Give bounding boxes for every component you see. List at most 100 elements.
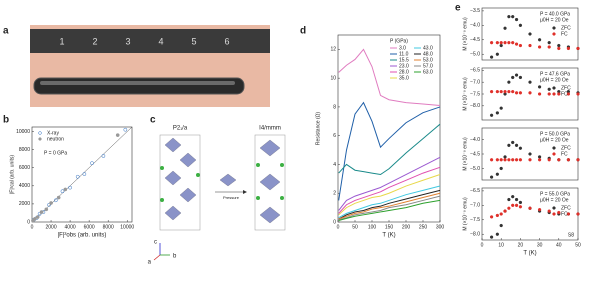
point: [56, 195, 61, 200]
atom: [160, 198, 164, 202]
point: [39, 210, 44, 214]
y-tick-label: −4.5: [470, 37, 480, 43]
y-tick-label: 8: [333, 104, 336, 110]
point: [576, 212, 580, 216]
point: [518, 75, 523, 80]
octahedron: [259, 206, 281, 224]
y-tick-label: 2000: [19, 201, 30, 207]
ruler-number: 1: [59, 36, 64, 46]
point: [514, 203, 519, 207]
point: [528, 206, 532, 210]
legend-label: ZFC: [561, 25, 571, 31]
legend-label: 63.0: [423, 69, 433, 75]
y-tick-label: 10000: [16, 129, 30, 135]
point: [514, 197, 519, 202]
point: [537, 38, 542, 42]
octahedron: [259, 173, 281, 191]
y-tick-label: −4.0: [470, 23, 480, 29]
point: [576, 158, 580, 162]
point: [489, 55, 494, 59]
point: [528, 80, 532, 84]
point: [518, 43, 523, 48]
photo: [30, 25, 270, 107]
y-tick-label: −5.0: [470, 166, 480, 172]
point: [499, 43, 503, 48]
annotation: μ0H = 20 Oe: [540, 77, 569, 83]
x-tick-label: 200: [402, 224, 411, 230]
axis-label: b: [173, 254, 177, 260]
point: [495, 41, 500, 45]
series-line: [338, 123, 441, 176]
y-tick-label: −8.0: [470, 232, 480, 238]
annotation: μ0H = 20 Oe: [540, 17, 569, 23]
legend-swatch: [38, 137, 42, 141]
y-tick-label: −4.5: [470, 151, 480, 157]
y-tick-label: −7.0: [470, 80, 480, 86]
ruler-number: 4: [158, 36, 163, 46]
ruler: [30, 29, 270, 53]
point: [49, 201, 53, 205]
point: [566, 46, 571, 51]
point: [499, 106, 503, 110]
point: [528, 43, 532, 48]
x-tick-label: 20: [518, 242, 524, 248]
legend-label: 35.0: [399, 75, 409, 81]
point: [576, 92, 580, 96]
structure-diagram: P2₁/a I4/mmm Pressure c a b: [148, 126, 286, 266]
point: [507, 15, 511, 19]
point: [557, 92, 561, 96]
sample: [33, 77, 245, 95]
legend-label: 48.0: [423, 51, 433, 57]
point: [528, 91, 532, 95]
point: [75, 174, 80, 179]
legend-title: P (GPa): [390, 38, 408, 44]
legend-label: FC: [561, 151, 568, 157]
atom: [256, 163, 260, 167]
ruler-number: 3: [125, 36, 130, 46]
point: [511, 158, 515, 162]
point: [576, 46, 580, 51]
point: [495, 158, 500, 162]
point: [547, 92, 551, 96]
point: [489, 215, 494, 219]
x-tick-label: 10: [498, 242, 504, 248]
point: [68, 185, 72, 190]
point: [547, 41, 551, 45]
ruler-number: 2: [92, 36, 97, 46]
legend-swatch: [552, 206, 556, 210]
series-line: [338, 101, 441, 201]
axis-label: a: [148, 260, 152, 266]
arrowhead: [243, 190, 247, 194]
cell: [159, 134, 201, 231]
x-tick-label: 50: [575, 242, 581, 248]
cell: [254, 134, 286, 231]
x-tick-label: 0: [337, 224, 340, 230]
annotation: μ0H = 20 Oe: [540, 137, 569, 143]
point: [557, 210, 561, 215]
annotation: P = 47.6 GPa: [540, 71, 570, 77]
point: [511, 15, 515, 19]
legend-label: 28.0: [399, 69, 409, 75]
atom: [196, 173, 200, 177]
panel-label: c: [150, 115, 156, 126]
y-axis-label: M (×10⁻⁸ emu): [462, 17, 468, 51]
legend-label: 43.0: [423, 45, 433, 51]
point: [557, 43, 561, 48]
point: [507, 143, 511, 147]
point: [495, 52, 500, 56]
annotation: P = 50.0 GPa: [540, 131, 570, 137]
legend-label: 57.0: [423, 63, 433, 69]
point: [503, 158, 507, 162]
legend-label: FC: [561, 31, 568, 37]
point: [547, 45, 551, 49]
x-tick-label: 300: [436, 224, 445, 230]
octahedron: [259, 139, 281, 157]
y-tick-label: 12: [330, 47, 336, 53]
x-tick-label: 8000: [103, 224, 114, 230]
point: [528, 158, 532, 162]
legend-label: 3.0: [399, 45, 406, 51]
point: [547, 209, 551, 213]
point: [35, 215, 40, 219]
point: [115, 133, 120, 137]
point: [528, 32, 532, 36]
